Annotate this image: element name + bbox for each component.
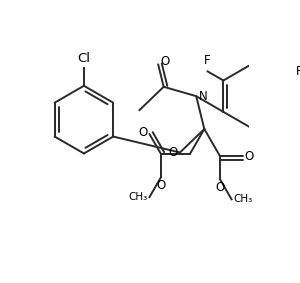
Text: N: N [199, 90, 207, 103]
Text: O: O [139, 126, 148, 139]
Text: CH₃: CH₃ [128, 192, 148, 202]
Text: F: F [204, 54, 211, 67]
Text: O: O [160, 55, 170, 68]
Text: Cl: Cl [77, 52, 90, 65]
Text: O: O [156, 179, 166, 192]
Text: F: F [296, 65, 300, 78]
Text: CH₃: CH₃ [233, 194, 253, 204]
Text: O: O [215, 181, 225, 194]
Text: O: O [245, 150, 254, 163]
Text: O: O [168, 146, 178, 159]
